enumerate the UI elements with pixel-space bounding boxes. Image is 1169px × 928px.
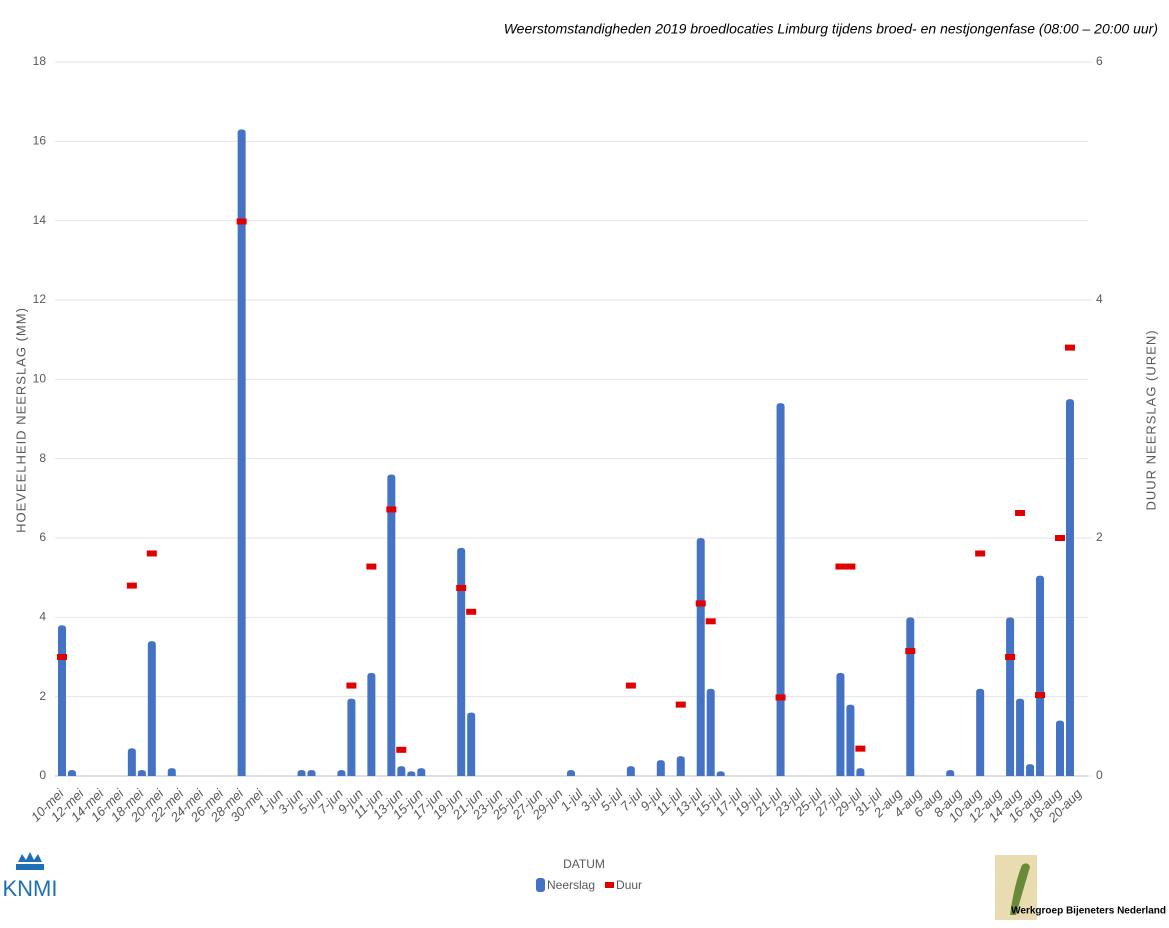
y-tick-label: 8 bbox=[39, 451, 46, 465]
bar bbox=[68, 770, 76, 776]
y-tick-label: 4 bbox=[39, 610, 46, 624]
duration-marker bbox=[845, 564, 855, 570]
duration-marker bbox=[905, 648, 915, 654]
duration-marker bbox=[57, 654, 67, 660]
bar bbox=[238, 129, 246, 776]
y-tick-label: 18 bbox=[33, 54, 47, 68]
bar bbox=[308, 770, 316, 776]
bar bbox=[657, 760, 665, 776]
legend-label: Duur bbox=[616, 878, 642, 892]
logo-text: Werkgroep Bijeneters Nederland bbox=[1011, 906, 1166, 917]
bar bbox=[337, 770, 345, 776]
crown-base bbox=[16, 864, 44, 870]
duration-marker bbox=[696, 600, 706, 606]
bar bbox=[906, 617, 914, 776]
bar bbox=[347, 699, 355, 776]
duration-marker bbox=[466, 609, 476, 615]
bar bbox=[128, 748, 136, 776]
bar bbox=[407, 771, 415, 776]
bar bbox=[148, 641, 156, 776]
logo-text: KNMI bbox=[3, 876, 58, 901]
bar bbox=[1006, 617, 1014, 776]
bar bbox=[367, 673, 375, 776]
bar bbox=[467, 713, 475, 776]
bar bbox=[58, 625, 66, 776]
duration-marker bbox=[237, 218, 247, 224]
bar bbox=[717, 771, 725, 776]
duration-marker bbox=[456, 585, 466, 591]
bar bbox=[1066, 399, 1074, 776]
bar bbox=[697, 538, 705, 776]
bar bbox=[976, 689, 984, 776]
crown-icon bbox=[18, 852, 42, 862]
y2-tick-label: 4 bbox=[1096, 292, 1103, 306]
bar bbox=[457, 548, 465, 776]
duration-marker bbox=[975, 550, 985, 556]
bar bbox=[707, 689, 715, 776]
duration-marker bbox=[396, 747, 406, 753]
y-axis-title: HOEVEELHEID NEERSLAG (MM) bbox=[13, 307, 28, 533]
bar bbox=[846, 705, 854, 776]
knmi-logo: KNMI bbox=[3, 852, 58, 901]
bar bbox=[1026, 764, 1034, 776]
x-axis-title: DATUM bbox=[563, 857, 605, 871]
bar bbox=[1036, 576, 1044, 776]
y-tick-label: 0 bbox=[39, 768, 46, 782]
legend-swatch bbox=[536, 878, 545, 892]
duration-marker bbox=[706, 618, 716, 624]
y2-tick-label: 0 bbox=[1096, 768, 1103, 782]
chart-title: Weerstomstandigheden 2019 broedlocaties … bbox=[504, 21, 1158, 37]
duration-marker bbox=[346, 683, 356, 689]
duration-marker bbox=[855, 746, 865, 752]
y-tick-label: 14 bbox=[33, 213, 47, 227]
chart: Weerstomstandigheden 2019 broedlocaties … bbox=[0, 0, 1169, 923]
duration-marker bbox=[147, 550, 157, 556]
y2-tick-label: 6 bbox=[1096, 54, 1103, 68]
bar bbox=[946, 770, 954, 776]
duration-marker bbox=[1035, 692, 1045, 698]
duration-marker bbox=[626, 683, 636, 689]
y-tick-label: 2 bbox=[39, 689, 46, 703]
y-tick-label: 16 bbox=[33, 134, 47, 148]
duration-marker bbox=[386, 506, 396, 512]
legend-label: Neerslag bbox=[547, 878, 595, 892]
y2-axis-title: DUUR NEERSLAG (UREN) bbox=[1143, 329, 1158, 510]
bar bbox=[138, 770, 146, 776]
bijeneters-logo: Werkgroep Bijeneters Nederland bbox=[995, 855, 1166, 920]
duration-marker bbox=[1055, 535, 1065, 541]
bar bbox=[856, 768, 864, 776]
bar bbox=[397, 766, 405, 776]
y-tick-label: 6 bbox=[39, 530, 46, 544]
duration-marker bbox=[1065, 345, 1075, 351]
y-tick-label: 10 bbox=[33, 372, 47, 386]
bar bbox=[777, 403, 785, 776]
duration-marker bbox=[776, 694, 786, 700]
bar bbox=[168, 768, 176, 776]
bar bbox=[567, 770, 575, 776]
duration-marker bbox=[366, 564, 376, 570]
bar bbox=[677, 756, 685, 776]
bar bbox=[627, 766, 635, 776]
duration-marker bbox=[835, 564, 845, 570]
bar bbox=[298, 770, 306, 776]
bar bbox=[417, 768, 425, 776]
y-tick-label: 12 bbox=[33, 292, 47, 306]
y2-tick-label: 2 bbox=[1096, 530, 1103, 544]
duration-marker bbox=[1015, 510, 1025, 516]
duration-marker bbox=[676, 702, 686, 708]
legend-swatch bbox=[605, 882, 614, 888]
bar bbox=[1056, 720, 1064, 776]
bar bbox=[836, 673, 844, 776]
duration-marker bbox=[127, 583, 137, 589]
bar bbox=[1016, 699, 1024, 776]
bar bbox=[387, 475, 395, 776]
duration-marker bbox=[1005, 654, 1015, 660]
